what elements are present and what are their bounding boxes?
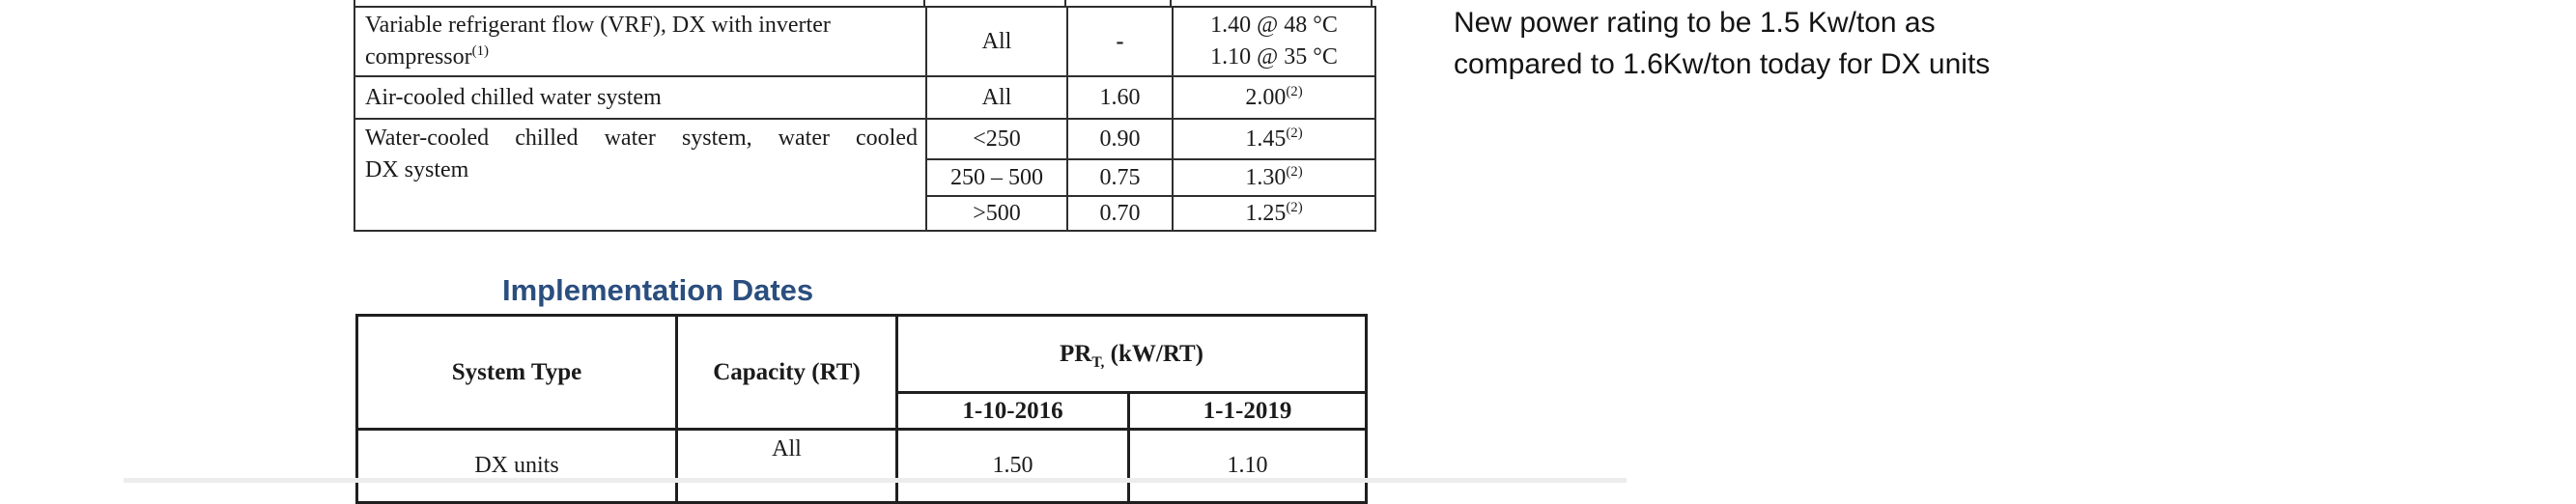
implementation-dates-heading: Implementation Dates [502, 273, 814, 307]
table1-top-stub-col2 [923, 0, 925, 8]
pr-new-value: 1.25 [1245, 200, 1287, 226]
table-header-row: System Type Capacity (RT) PRT, (kW/RT) [355, 314, 1368, 431]
table-row: Variable refrigerant flow (VRF), DX with… [354, 6, 1376, 77]
pr-header-unit: (kW/RT) [1110, 340, 1203, 367]
footnote-ref-1: (1) [471, 43, 489, 59]
system-line1: Water-cooled chilled water system, water… [365, 126, 918, 151]
system-line1: Variable refrigerant flow (VRF), DX with… [365, 13, 831, 38]
footnote-ref-2: (2) [1286, 125, 1303, 141]
capacity-header: Capacity (RT) [675, 314, 898, 431]
capacity-cell: >500 [925, 195, 1068, 232]
pr-existing-cell: 0.70 [1066, 195, 1174, 232]
pr-new-value: 2.00 [1245, 84, 1287, 110]
date-2016-header: 1-10-2016 [895, 391, 1130, 431]
pr-2019-cell: 1.10 [1127, 428, 1368, 504]
capacity-cell: All [675, 428, 898, 504]
table1-top-stub-col3 [1064, 0, 1066, 8]
system-type-cell: Air-cooled chilled water system [354, 75, 927, 120]
capacity-cell: <250 [925, 118, 1068, 160]
system-line2: DX system [365, 157, 469, 182]
system-type-cell: DX units [355, 428, 678, 504]
pr-new-line1: 1.40 @ 48 °C [1210, 13, 1338, 38]
pr-existing-cell: - [1066, 6, 1174, 77]
pr-new-cell: 1.25(2) [1172, 195, 1376, 232]
capacity-cell: All [925, 6, 1068, 77]
pr-header: PRT, (kW/RT) [895, 314, 1368, 394]
pr-new-value: 1.30 [1245, 164, 1287, 190]
pr-header-subscript: T, [1091, 353, 1105, 371]
pr-ratings-table: Variable refrigerant flow (VRF), DX with… [354, 6, 1376, 232]
margin-comment-line2: compared to 1.6Kw/ton today for DX units [1454, 48, 1991, 80]
table1-top-stub-col4 [1170, 0, 1172, 8]
table-subheader-row: 1-10-2016 1-1-2019 [357, 391, 1368, 431]
table-row: 250 – 500 0.75 1.30(2) [354, 158, 1376, 197]
table1-top-stub-left [354, 0, 355, 8]
table-row: Water-cooled chilled water system, water… [354, 118, 1376, 232]
capacity-cell: 250 – 500 [925, 158, 1068, 197]
margin-comment-line1: New power rating to be 1.5 Kw/ton as [1454, 7, 1936, 39]
pr-new-cell: 1.30(2) [1172, 158, 1376, 197]
pr-new-cell: 1.40 @ 48 °C 1.10 @ 35 °C [1172, 6, 1376, 77]
pr-new-value: 1.45 [1245, 126, 1287, 152]
pr-header-main: PR [1059, 340, 1092, 367]
pr-new-cell: 2.00(2) [1172, 75, 1376, 120]
date-2019-header: 1-1-2019 [1127, 391, 1368, 431]
system-type-cell: Variable refrigerant flow (VRF), DX with… [354, 6, 927, 77]
system-type-header: System Type [355, 314, 678, 431]
footnote-ref-2: (2) [1286, 163, 1303, 180]
capacity-cell: All [925, 75, 1068, 120]
pr-existing-cell: 0.75 [1066, 158, 1174, 197]
pr-new-cell: 1.45(2) [1172, 118, 1376, 160]
pr-2016-cell: 1.50 [895, 428, 1130, 504]
pr-existing-cell: 1.60 [1066, 75, 1174, 120]
table-row: DX units All 1.50 1.10 [355, 428, 1368, 504]
table-row: >500 0.70 1.25(2) [354, 195, 1376, 232]
margin-comment: New power rating to be 1.5 Kw/ton as com… [1454, 2, 1990, 85]
bottom-edge-artifact [124, 478, 1627, 483]
footnote-ref-2: (2) [1286, 83, 1303, 99]
pr-new-line2: 1.10 @ 35 °C [1210, 44, 1338, 70]
implementation-dates-table: System Type Capacity (RT) PRT, (kW/RT) 1… [355, 314, 1368, 504]
pr-existing-cell: 0.90 [1066, 118, 1174, 160]
table1-top-stub-right [1371, 0, 1373, 8]
system-type-cell-merged: Water-cooled chilled water system, water… [354, 118, 927, 232]
system-line2: compressor [365, 44, 472, 70]
footnote-ref-2: (2) [1286, 199, 1303, 215]
table-row: Air-cooled chilled water system All 1.60… [354, 75, 1376, 120]
